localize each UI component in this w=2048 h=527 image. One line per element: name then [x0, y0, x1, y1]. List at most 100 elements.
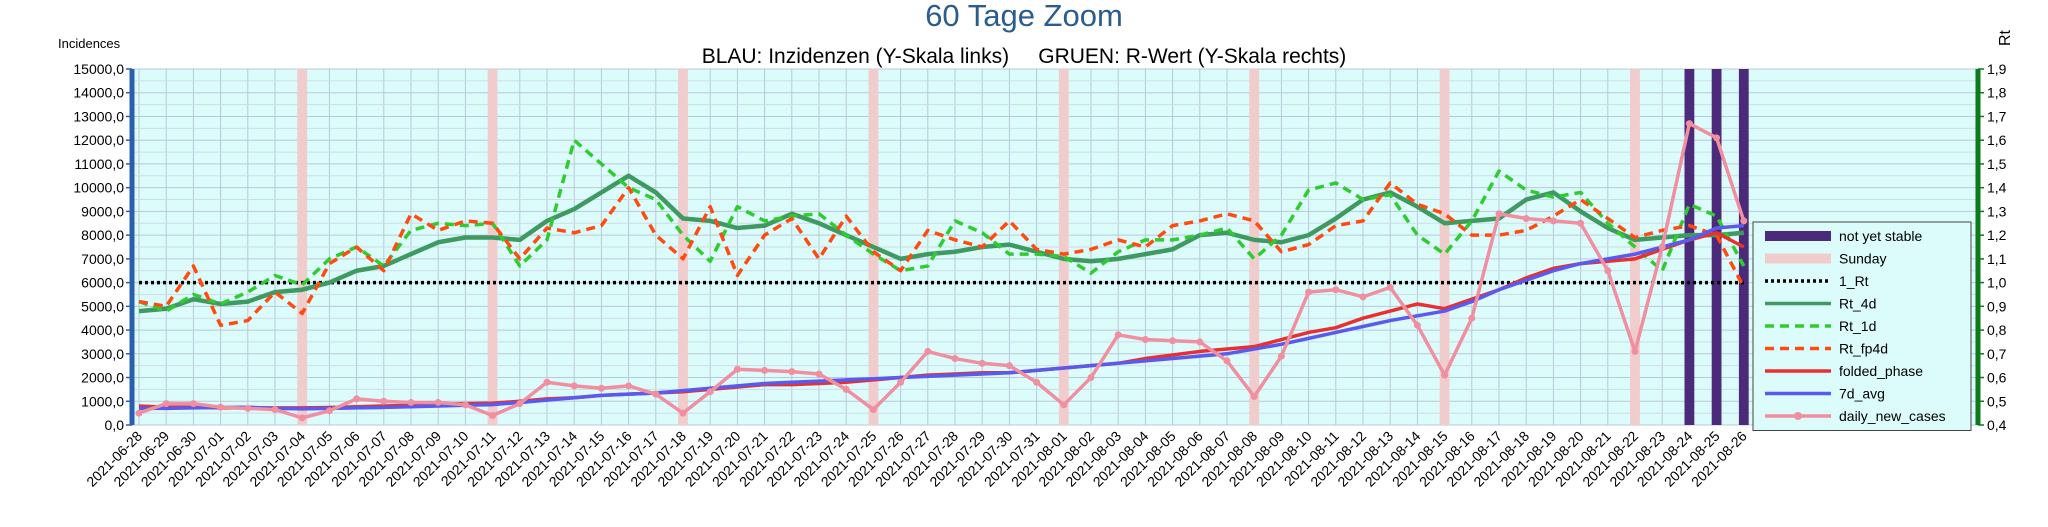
- marker: [1033, 378, 1041, 386]
- marker: [869, 406, 877, 414]
- y2-tick-label: 1,0: [1987, 275, 2007, 291]
- marker: [162, 400, 170, 408]
- marker: [1658, 243, 1666, 251]
- y2-tick-label: 1,1: [1987, 251, 2007, 267]
- marker: [652, 390, 660, 398]
- y2-tick-label: 1,5: [1987, 156, 2007, 172]
- legend-label: daily_new_cases: [1839, 408, 1946, 424]
- marker: [217, 403, 225, 411]
- legend-label: 7d_avg: [1839, 386, 1885, 402]
- marker: [298, 414, 306, 422]
- marker: [788, 368, 796, 376]
- marker: [1141, 336, 1149, 344]
- y-tick-label: 2000,0: [81, 370, 124, 386]
- marker: [815, 370, 823, 378]
- y-tick-label: 7000,0: [81, 251, 124, 267]
- bar: [678, 69, 688, 425]
- y2-tick-label: 1,9: [1987, 61, 2007, 77]
- marker: [461, 401, 469, 409]
- bar: [1684, 69, 1695, 425]
- marker: [380, 397, 388, 405]
- marker: [135, 409, 143, 417]
- marker: [434, 398, 442, 406]
- y2-tick-label: 0,7: [1987, 346, 2007, 362]
- marker: [325, 407, 333, 415]
- marker: [1740, 217, 1748, 225]
- y2-tick-label: 1,2: [1987, 227, 2007, 243]
- marker: [1522, 215, 1530, 223]
- marker: [1114, 331, 1122, 339]
- y-tick-label: 15000,0: [73, 61, 124, 77]
- marker: [597, 384, 605, 392]
- marker: [489, 412, 497, 420]
- marker: [761, 366, 769, 374]
- marker: [679, 409, 687, 417]
- marker: [1277, 352, 1285, 360]
- legend-label: 1_Rt: [1839, 273, 1869, 289]
- y2-tick-label: 1,4: [1987, 180, 2007, 196]
- legend-swatch: [1765, 253, 1831, 264]
- marker: [516, 400, 524, 408]
- legend-label: Rt_1d: [1839, 318, 1876, 334]
- marker: [353, 395, 361, 403]
- y-tick-label: 0,0: [105, 417, 125, 433]
- marker: [407, 398, 415, 406]
- marker: [1441, 371, 1449, 379]
- marker: [1631, 347, 1639, 355]
- marker: [570, 382, 578, 390]
- marker: [924, 347, 932, 355]
- bar: [297, 69, 308, 425]
- marker: [1250, 393, 1258, 401]
- marker: [1005, 362, 1013, 370]
- marker: [1604, 267, 1612, 275]
- y2-tick-label: 1,3: [1987, 203, 2007, 219]
- line: [138, 181, 1746, 328]
- bar: [1249, 69, 1260, 425]
- bar: [1711, 69, 1722, 425]
- marker: [1196, 338, 1204, 346]
- y2-tick-label: 0,8: [1987, 322, 2007, 338]
- y2-tick-label: 1,8: [1987, 85, 2007, 101]
- y-tick-label: 6000,0: [81, 275, 124, 291]
- marker: [1087, 374, 1095, 382]
- y-tick-label: 1000,0: [81, 393, 124, 409]
- marker: [271, 406, 279, 414]
- y-tick-label: 8000,0: [81, 227, 124, 243]
- marker: [706, 388, 714, 396]
- marker: [1549, 217, 1557, 225]
- marker: [543, 378, 551, 386]
- bar: [1439, 69, 1450, 425]
- marker: [897, 378, 905, 386]
- legend-label: Rt_fp4d: [1839, 341, 1888, 357]
- marker: [1413, 321, 1421, 329]
- marker: [1468, 314, 1476, 322]
- y-tick-label: 5000,0: [81, 298, 124, 314]
- marker: [1305, 288, 1313, 296]
- chart-subtitle: BLAU: Inzidenzen (Y-Skala links) GRUEN: …: [702, 45, 1347, 68]
- line: [138, 121, 1746, 420]
- marker: [189, 400, 197, 408]
- marker: [1169, 337, 1177, 345]
- y2-tick-label: 0,9: [1987, 298, 2007, 314]
- legend-swatch: [1765, 231, 1831, 241]
- marker: [1577, 219, 1585, 227]
- y-axis-label: Incidences: [58, 36, 121, 51]
- marker: [625, 382, 633, 390]
- legend-label: not yet stable: [1839, 228, 1922, 244]
- bar: [487, 69, 498, 425]
- y-tick-label: 14000,0: [73, 85, 124, 101]
- marker: [978, 359, 986, 367]
- bar: [1058, 69, 1069, 425]
- marker: [1713, 134, 1721, 142]
- chart-title: 60 Tage Zoom: [925, 0, 1123, 33]
- marker: [244, 404, 252, 412]
- marker: [1359, 293, 1367, 301]
- y-tick-label: 10000,0: [73, 180, 124, 196]
- y-tick-label: 11000,0: [74, 156, 124, 172]
- legend-marker: [1794, 412, 1802, 420]
- y2-tick-label: 0,5: [1987, 393, 2007, 409]
- y2-tick-label: 1,7: [1987, 108, 2007, 124]
- marker: [1685, 120, 1693, 128]
- legend-label: Sunday: [1839, 251, 1886, 267]
